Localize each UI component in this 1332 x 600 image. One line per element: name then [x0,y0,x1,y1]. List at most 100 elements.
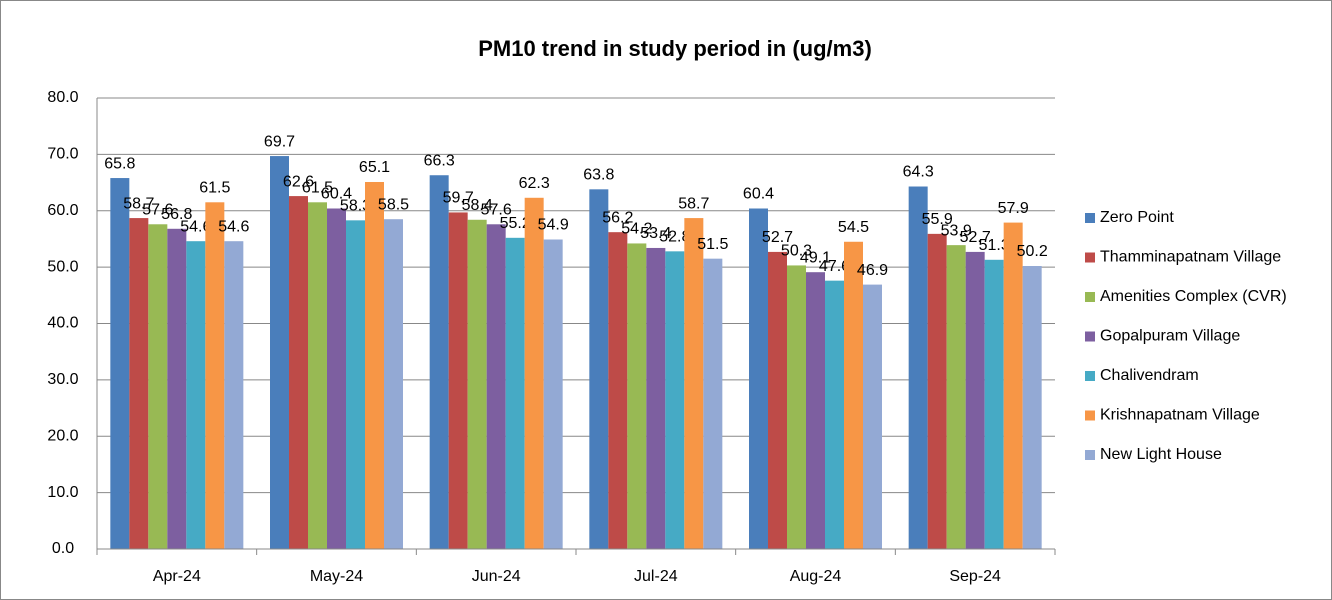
data-label: 54.5 [838,219,869,236]
bar [289,196,308,549]
bar [665,251,685,549]
data-label: 58.4 [462,197,493,214]
legend-swatch [1085,371,1095,381]
data-label: 60.4 [321,186,352,203]
bar [627,243,647,549]
bar [346,220,365,550]
bar [863,284,882,549]
data-label: 49.1 [800,249,831,266]
data-label: 61.5 [199,180,230,197]
bar [787,265,806,549]
data-label: 61.5 [302,180,333,197]
data-label: 54.6 [218,218,249,235]
data-label: 59.7 [443,190,474,207]
legend-swatch [1085,450,1095,460]
data-label: 65.8 [104,155,135,172]
bar [825,280,844,549]
y-tick-label: 40.0 [47,315,78,332]
bar [703,258,723,549]
bar [365,181,384,549]
data-label: 64.3 [903,164,934,181]
data-label: 46.9 [857,262,888,279]
data-label: 65.1 [359,159,390,176]
chart-title: PM10 trend in study period in (ug/m3) [478,36,872,61]
x-tick-label: Aug-24 [790,568,842,585]
legend-label: Amenities Complex (CVR) [1100,288,1287,305]
bar [608,232,628,550]
x-tick-label: Jul-24 [634,568,678,585]
legend-label: New Light House [1100,446,1222,463]
y-tick-label: 30.0 [47,371,78,388]
data-label: 52.8 [659,229,690,246]
data-label: 58.3 [340,198,371,215]
data-label: 57.6 [142,201,173,218]
bar [448,212,468,549]
data-label: 50.3 [781,243,812,260]
bar [927,233,947,549]
bar [308,202,327,549]
bar [384,219,403,550]
data-label: 60.4 [743,186,774,203]
bar [467,219,487,549]
data-label: 52.7 [762,229,793,246]
y-tick-label: 60.0 [47,202,78,219]
bar [684,218,704,550]
x-tick-label: Jun-24 [472,568,521,585]
data-label: 56.2 [602,209,633,226]
bar [543,239,563,549]
bar [505,237,525,549]
bar [110,178,130,550]
data-label: 51.3 [979,237,1010,254]
bar [965,251,985,549]
bar [129,218,149,550]
x-tick-label: May-24 [310,568,363,585]
bar [148,224,168,549]
y-tick-label: 80.0 [47,89,78,106]
bar [844,241,863,549]
x-tick-label: Apr-24 [153,568,201,585]
data-label: 63.8 [583,167,614,184]
data-label: 55.2 [500,215,531,232]
bar [167,228,187,550]
legend-swatch [1085,410,1095,421]
bar [224,241,244,549]
data-label: 57.9 [998,200,1029,217]
data-label: 50.2 [1017,243,1048,260]
bar [327,208,346,549]
data-label: 47.6 [819,258,850,275]
bar [1003,222,1023,549]
bar [270,156,289,549]
y-tick-label: 10.0 [47,484,78,501]
y-tick-label: 50.0 [47,258,78,275]
data-label: 51.5 [697,236,728,253]
data-label: 53.9 [941,222,972,239]
bar [1022,265,1042,549]
data-label: 62.6 [283,173,314,190]
legend-swatch [1085,252,1095,263]
data-label: 66.3 [424,152,455,169]
data-label: 69.7 [264,133,295,150]
data-label: 52.7 [960,229,991,246]
legend-swatch [1085,331,1095,342]
bar [749,208,768,549]
bar [806,272,825,549]
data-label: 57.6 [481,201,512,218]
legend-swatch [1085,292,1095,302]
data-label: 54.9 [538,217,569,234]
bar [946,245,966,550]
bar [589,189,609,549]
data-label: 56.8 [161,206,192,223]
data-label: 53.4 [640,225,671,242]
legend-label: Zero Point [1100,209,1174,226]
data-label: 54.6 [180,218,211,235]
bar [205,202,225,549]
data-label: 58.5 [378,196,409,213]
bar [768,251,787,549]
x-tick-label: Sep-24 [949,568,1001,585]
bar [486,224,506,549]
legend-label: Gopalpuram Village [1100,328,1240,345]
bar [429,175,449,549]
data-label: 55.9 [922,211,953,228]
